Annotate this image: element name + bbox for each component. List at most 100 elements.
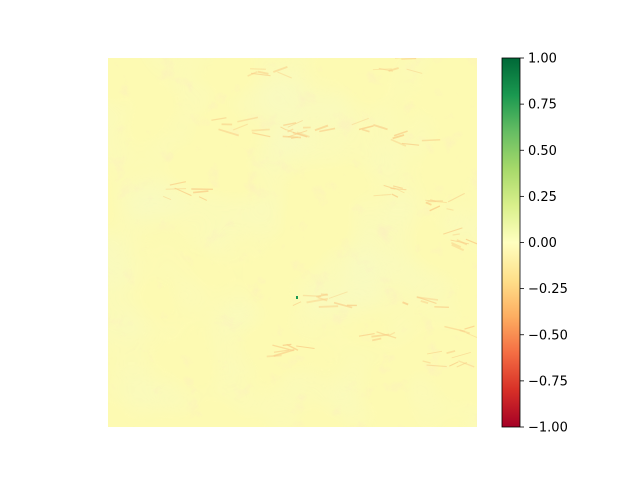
colorbar-tick-label: −0.75 xyxy=(528,374,568,389)
heatmap-streak xyxy=(272,344,294,352)
heatmap-streak xyxy=(218,128,240,137)
heatmap-streak xyxy=(280,126,287,131)
heatmap-streak xyxy=(447,192,465,203)
heatmap-streak xyxy=(302,294,322,297)
colorbar-tick-label: 0.00 xyxy=(528,236,557,251)
heatmap-streak xyxy=(443,227,463,235)
heatmap-streak xyxy=(328,291,348,299)
heatmap-streaks xyxy=(162,58,477,368)
heatmap-streak xyxy=(358,333,375,337)
heatmap-streak xyxy=(392,134,405,140)
heatmap-streak xyxy=(314,124,329,132)
heatmap-streak xyxy=(372,68,392,71)
heatmap-streak xyxy=(390,138,407,147)
heatmap-streak xyxy=(391,193,399,198)
heatmap-streak xyxy=(425,201,432,206)
heatmap-streak xyxy=(373,193,391,197)
heatmap-streak xyxy=(169,181,187,186)
heatmap-streak xyxy=(451,352,471,359)
heatmap-streak xyxy=(416,296,439,301)
heatmap-streak xyxy=(251,128,270,132)
heatmap-streak xyxy=(402,301,409,306)
heatmap-streak xyxy=(376,331,397,339)
heatmap-streak xyxy=(282,135,302,139)
colorbar-tick-label: −1.00 xyxy=(528,421,568,436)
colorbar-tick-label: 1.00 xyxy=(528,52,557,67)
heatmap-streak xyxy=(465,238,477,245)
heatmap-streak xyxy=(421,138,441,142)
colorbar: 1.00 0.75 0.50 0.25 0.00 −0.25 −0.50 −0.75 −1.00 xyxy=(501,52,568,436)
heatmap-streak xyxy=(282,343,292,346)
heatmap-streak xyxy=(388,67,399,72)
heatmap-streak xyxy=(296,345,315,350)
heatmap-streak xyxy=(393,187,405,194)
heatmap-peak-pixel xyxy=(296,296,298,299)
heatmap-streak xyxy=(451,243,465,252)
heatmap-streak xyxy=(292,131,308,138)
heatmap-image xyxy=(108,58,477,427)
heatmap-streak xyxy=(257,70,269,75)
heatmap-streak xyxy=(316,293,328,298)
colorbar-tick-label: −0.50 xyxy=(528,328,568,343)
heatmap-streak xyxy=(317,296,328,302)
heatmap-streak xyxy=(458,360,475,368)
heatmap-streak xyxy=(358,125,374,131)
heatmap-streak xyxy=(422,360,431,364)
heatmap-streak xyxy=(450,239,470,245)
heatmap-streak xyxy=(351,117,369,126)
heatmap-streak xyxy=(427,350,443,355)
heatmap-streak xyxy=(452,233,460,236)
heatmap-streak xyxy=(237,116,259,123)
heatmap-streak xyxy=(277,71,292,79)
heatmap-streak xyxy=(211,117,227,121)
heatmap-streak xyxy=(333,301,353,309)
heatmap-streak xyxy=(459,329,471,335)
heatmap-streak xyxy=(162,195,172,201)
heatmap-streak xyxy=(250,72,271,77)
heatmap-streak xyxy=(466,332,477,338)
heatmap-streak xyxy=(389,331,396,336)
heatmap-streak xyxy=(372,337,382,342)
heatmap-streak xyxy=(450,241,462,248)
heatmap-streak xyxy=(373,123,388,131)
colorbar-tick-label: 0.75 xyxy=(528,98,557,113)
heatmap-streak xyxy=(456,361,468,368)
heatmap-streak xyxy=(273,349,290,353)
heatmap-streak xyxy=(283,122,297,126)
heatmap-streak xyxy=(429,205,441,212)
heatmap-streak xyxy=(406,68,423,74)
heatmap-streak xyxy=(446,350,456,354)
heatmap-streak xyxy=(193,190,209,194)
heatmap-streak xyxy=(174,187,192,197)
heatmap-streak xyxy=(392,185,403,189)
colorbar-gradient xyxy=(502,58,520,427)
heatmap-streak xyxy=(401,142,420,146)
heatmap-streak xyxy=(420,300,429,305)
heatmap-streak xyxy=(319,127,336,133)
heatmap-streak xyxy=(292,301,302,306)
heatmap-streak xyxy=(320,293,329,296)
heatmap-streak xyxy=(286,343,299,351)
colorbar-tick-label: 0.50 xyxy=(528,144,557,159)
heatmap-streak xyxy=(287,128,294,133)
heatmap-streak xyxy=(287,120,303,128)
heatmap-orange-texture xyxy=(108,58,477,427)
colorbar-ticks: 1.00 0.75 0.50 0.25 0.00 −0.25 −0.50 −0.75 −1.00 xyxy=(520,52,568,436)
heatmap-streak xyxy=(393,130,408,137)
heatmap-streak xyxy=(232,123,248,131)
heatmap-streak xyxy=(425,199,447,204)
heatmap-streak xyxy=(273,348,295,357)
heatmap-streak xyxy=(318,305,339,308)
heatmap-streak xyxy=(446,208,454,211)
heatmap-streak xyxy=(296,131,310,138)
heatmap-streak xyxy=(361,128,370,133)
heatmap-streak xyxy=(394,58,403,59)
heatmap-streak xyxy=(252,132,271,138)
heatmap-streak xyxy=(198,196,208,201)
heatmap-streak xyxy=(290,136,299,140)
heatmap-streak xyxy=(273,66,288,73)
heatmap-streak xyxy=(464,325,475,330)
heatmap-streak xyxy=(416,296,437,304)
heatmap-streak xyxy=(449,361,459,367)
